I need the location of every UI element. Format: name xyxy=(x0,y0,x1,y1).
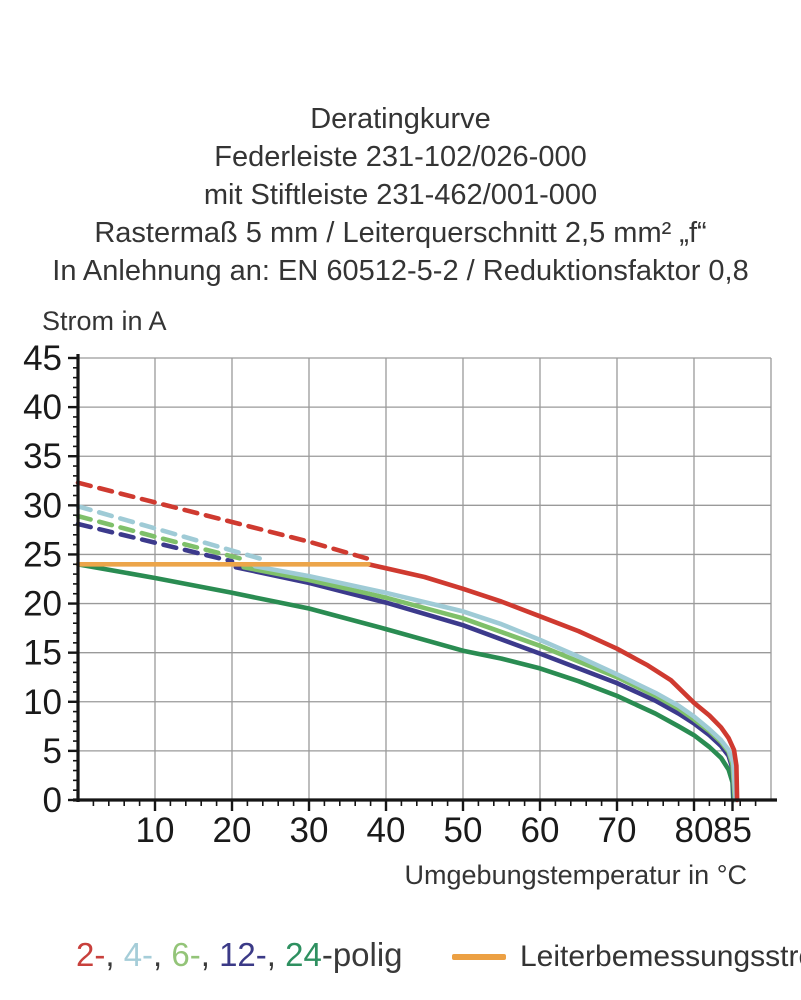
curve-24-polig-solid xyxy=(75,562,736,803)
y-axis-title: Strom in A xyxy=(42,306,167,336)
y-tick-label-40: 40 xyxy=(23,388,62,427)
poles-legend-segment: , xyxy=(153,936,172,973)
poles-legend-segment: 12- xyxy=(219,936,267,973)
poles-legend-segment: , xyxy=(105,936,124,973)
poles-legend-segment: , xyxy=(266,936,286,973)
x-tick-label-30: 30 xyxy=(290,811,329,850)
curve-4-polig-solid xyxy=(252,563,738,803)
poles-legend-segment: 2- xyxy=(76,936,106,973)
x-tick-label-60: 60 xyxy=(521,811,560,850)
title-line-1: Deratingkurve xyxy=(310,103,491,135)
title-line-4: Rastermaß 5 mm / Leiterquerschnitt 2,5 m… xyxy=(94,217,707,249)
title-line-5: In Anlehnung an: EN 60512-5-2 / Reduktio… xyxy=(52,255,749,287)
curve-6-polig-solid xyxy=(241,564,738,803)
poles-legend-segment: , xyxy=(200,936,220,973)
curve-2-polig-solid xyxy=(366,562,740,803)
title-line-3: mit Stiftleiste 231-462/001-000 xyxy=(203,179,598,211)
x-tick-label-20: 20 xyxy=(213,811,252,850)
poles-legend: 2-, 4-, 6-, 12-, 24-polig xyxy=(76,936,403,974)
y-tick-label-15: 15 xyxy=(23,634,62,673)
rated-current-label: Leiterbemessungsstrom xyxy=(520,940,801,973)
curve-2-polig-dashed xyxy=(75,480,370,561)
y-tick-label-45: 45 xyxy=(23,339,62,378)
y-tick-label-30: 30 xyxy=(23,486,62,525)
x-tick-label-10: 10 xyxy=(136,811,175,850)
x-tick-label-85: 85 xyxy=(713,811,752,850)
y-tick-label-0: 0 xyxy=(43,781,62,820)
title-line-2: Federleiste 231-102/026-000 xyxy=(214,141,587,173)
poles-legend-segment: 4- xyxy=(123,936,154,973)
rated-current-legend: Leiterbemessungsstrom xyxy=(452,936,801,978)
y-tick-label-5: 5 xyxy=(43,732,62,771)
derating-chart: 10 20 30 40 50 60 70 80 85 0 5 10 15 20 25 30 35 40 45 xyxy=(23,339,777,850)
y-tick-label-10: 10 xyxy=(23,683,62,722)
poles-legend-segment: -polig xyxy=(321,936,403,973)
x-tick-label-40: 40 xyxy=(367,811,406,850)
y-tick-label-25: 25 xyxy=(23,535,62,574)
x-tick-label-70: 70 xyxy=(598,811,637,850)
y-tick-label-35: 35 xyxy=(23,437,62,476)
x-axis-title: Umgebungstemperatur in °C xyxy=(404,860,747,890)
x-tick-label-50: 50 xyxy=(444,811,483,850)
x-tick-label-80: 80 xyxy=(675,811,714,850)
rated-current-line-swatch xyxy=(452,954,506,960)
poles-legend-segment: 6- xyxy=(171,936,201,973)
curve-6-polig-dashed xyxy=(75,513,250,563)
curve-4-polig-dashed xyxy=(75,504,266,562)
poles-legend-segment: 24 xyxy=(285,936,322,973)
y-tick-label-20: 20 xyxy=(23,585,62,624)
curve-12-polig-dashed xyxy=(75,521,235,564)
curve-12-polig-solid xyxy=(233,564,737,803)
chart-title-block: Deratingkurve Federleiste 231-102/026-00… xyxy=(0,100,801,290)
